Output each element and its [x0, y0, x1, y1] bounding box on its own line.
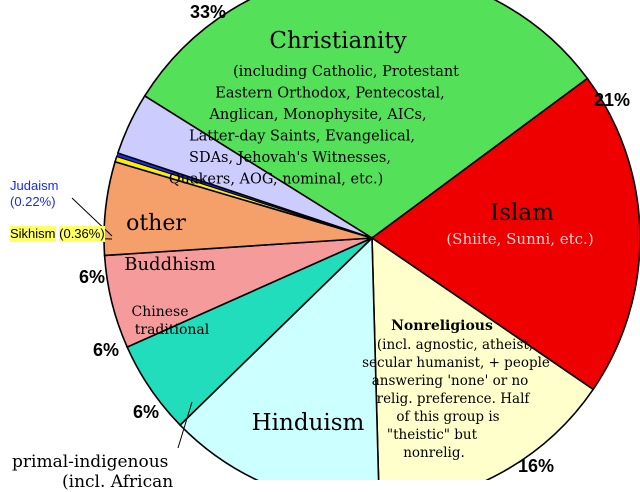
- christianity-desc-line: SDAs, Jehovah's Witnesses,: [189, 150, 391, 166]
- chinese-pct: 6%: [93, 340, 119, 360]
- primal-pointer-line: [177, 401, 193, 449]
- judaism-pointer-line: [71, 197, 113, 237]
- nonreligious-desc-line: "theistic" but: [387, 427, 478, 443]
- christianity-desc-line: (including Catholic, Protestant: [233, 64, 459, 80]
- buddhism-pct: 6%: [79, 267, 105, 287]
- christianity-desc-line: Anglican, Monophysite, AICs,: [208, 107, 426, 123]
- primal-pct: 6%: [133, 402, 159, 422]
- nonreligious-desc-line: nonrelig.: [403, 445, 465, 461]
- primal-label-line2: (incl. African: [62, 472, 174, 492]
- slice-other: [116, 94, 373, 239]
- chinese-label-line: traditional: [135, 322, 210, 338]
- slice-hinduism: [178, 236, 380, 480]
- slice-nonreligious: [371, 236, 595, 480]
- nonreligious-pct: 16%: [518, 456, 554, 476]
- nonreligious-desc-line: of this group is: [396, 409, 499, 425]
- primal-label-line1: primal-indigenous: [12, 452, 169, 472]
- other-label: other: [126, 211, 186, 236]
- buddhism-label: Buddhism: [124, 254, 216, 275]
- nonreligious-desc-line: secular humanist, + people: [362, 355, 550, 371]
- judaism-label: Judaism (0.22%): [10, 178, 58, 210]
- pie-labels: Christianity (including Catholic, Protest…: [71, 2, 630, 476]
- islam-desc-line: (Shiite, Sunni, etc.): [446, 230, 593, 248]
- christianity-pct: 33%: [190, 2, 226, 22]
- nonreligious-desc-line: (incl. agnostic, atheist,: [377, 337, 533, 353]
- islam-label: Islam: [490, 200, 554, 226]
- judaism-pct: (0.22%): [10, 194, 56, 209]
- judaism-name: Judaism: [10, 178, 59, 193]
- christianity-desc-line: Quakers, AOG, nominal, etc.): [169, 172, 384, 188]
- pie-slices: [103, 0, 640, 480]
- christianity-desc-line: Latter-day Saints, Evangelical,: [189, 129, 415, 145]
- sikhism-name: Sikhism: [10, 226, 56, 242]
- sikhism-pct: (0.36%): [59, 226, 105, 242]
- islam-pct: 21%: [594, 90, 630, 110]
- nonreligious-label: Nonreligious: [391, 318, 493, 334]
- slice-christianity: [143, 0, 589, 239]
- nonreligious-desc-line: relig. preference. Half: [377, 391, 531, 407]
- christianity-desc-line: Eastern Orthodox, Pentecostal,: [215, 86, 445, 102]
- christianity-label: Christianity: [269, 28, 406, 54]
- religion-pie-chart: Christianity (including Catholic, Protest…: [71, 0, 640, 480]
- hinduism-label: Hinduism: [252, 410, 365, 436]
- nonreligious-desc-line: answering 'none' or no: [372, 373, 529, 389]
- sikhism-label: Sikhism (0.36%): [10, 226, 105, 242]
- chinese-label-line: Chinese: [132, 304, 189, 320]
